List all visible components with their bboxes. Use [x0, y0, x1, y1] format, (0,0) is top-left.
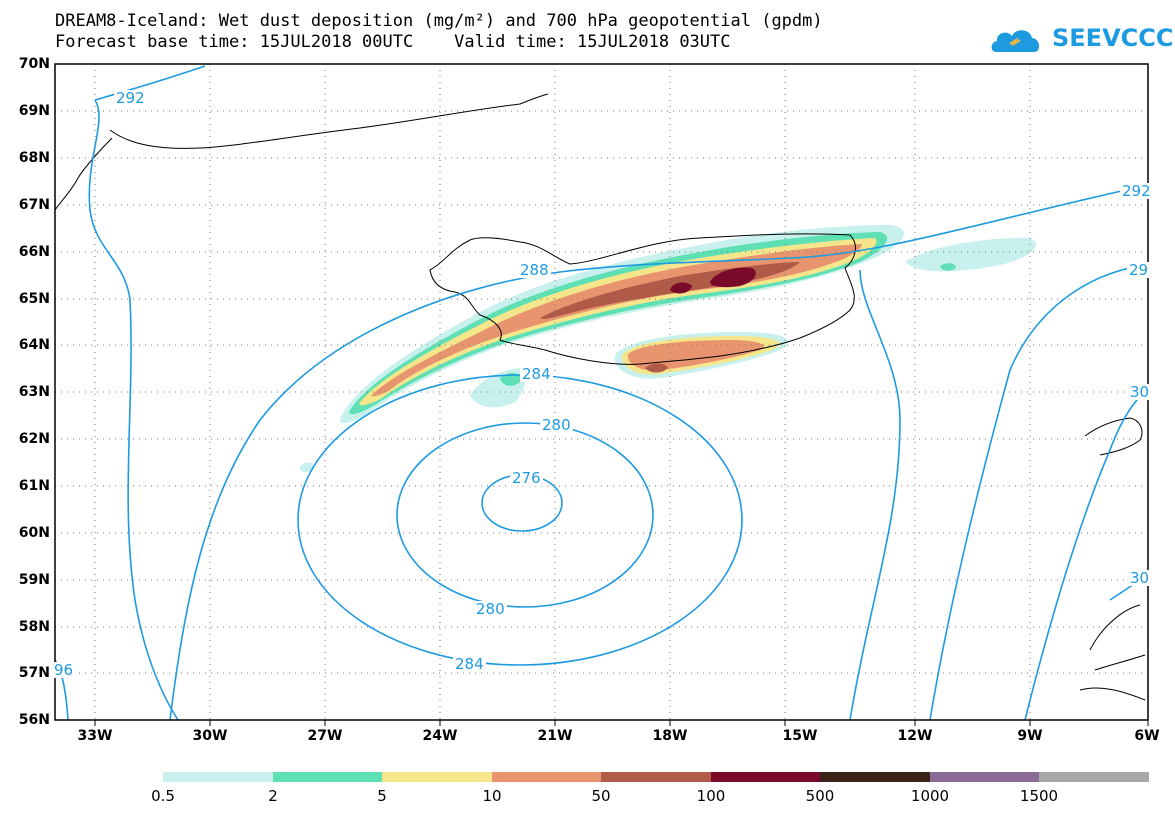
graticule — [55, 64, 1148, 720]
lat-label: 66N — [18, 244, 50, 260]
lon-label: 9W — [1017, 728, 1043, 744]
contour-label: 292 — [1120, 182, 1153, 200]
lon-label: 15W — [782, 728, 818, 744]
axis-ticks — [94, 720, 1149, 726]
lat-label: 59N — [18, 572, 50, 588]
colorbar-label: 1500 — [1019, 787, 1059, 805]
colorbar-segment — [929, 772, 1039, 782]
colorbar-segment — [820, 772, 930, 782]
lon-label: 18W — [652, 728, 688, 744]
lat-label: 57N — [18, 665, 50, 681]
geopotential-contours — [54, 65, 1149, 721]
lat-label: 69N — [18, 103, 50, 119]
colorbar-label: 50 — [591, 787, 611, 805]
colorbar-segment — [1039, 772, 1149, 782]
contour-label: 280 — [474, 600, 507, 618]
lat-label: 60N — [18, 525, 50, 541]
colorbar-segment — [163, 772, 273, 782]
lat-label: 62N — [18, 431, 50, 447]
dust-deposition-shading — [299, 225, 1036, 473]
cloud-logo-icon — [991, 30, 1040, 52]
lat-label: 61N — [18, 478, 50, 494]
lon-label: 21W — [537, 728, 573, 744]
colorbar-label: 500 — [805, 787, 835, 805]
colorbar-label: 5 — [377, 787, 387, 805]
lat-label: 63N — [18, 384, 50, 400]
lon-label: 33W — [77, 728, 113, 744]
lat-label: 65N — [18, 291, 50, 307]
contour-label: 292 — [114, 89, 147, 107]
colorbar-label: 1000 — [910, 787, 950, 805]
logo-text: SEEVCCC — [1052, 24, 1174, 52]
colorbar-segment — [710, 772, 820, 782]
lon-label: 12W — [897, 728, 933, 744]
colorbar — [163, 772, 1149, 782]
lat-label: 68N — [18, 150, 50, 166]
coastlines — [54, 93, 1146, 701]
colorbar-segment — [382, 772, 492, 782]
contour-label: 29 — [1127, 261, 1151, 279]
colorbar-label: 10 — [482, 787, 502, 805]
contour-label: 288 — [518, 261, 551, 279]
lat-label: 67N — [18, 197, 50, 213]
colorbar-segment — [272, 772, 382, 782]
contour-label: 30 — [1128, 383, 1152, 401]
map-subtitle: Forecast base time: 15JUL2018 00UTC Vali… — [55, 32, 731, 52]
map-title: DREAM8-Iceland: Wet dust deposition (mg/… — [55, 11, 823, 31]
colorbar-label: 100 — [696, 787, 726, 805]
lat-label: 64N — [18, 337, 50, 353]
contour-label: 280 — [540, 416, 573, 434]
lon-label: 27W — [307, 728, 343, 744]
lat-label: 70N — [18, 56, 50, 72]
contour-label: 276 — [510, 469, 543, 487]
contour-label: 284 — [453, 655, 486, 673]
colorbar-segment — [601, 772, 711, 782]
lon-label: 30W — [192, 728, 228, 744]
lon-label: 24W — [422, 728, 458, 744]
colorbar-label: 0.5 — [151, 787, 175, 805]
contour-label: 30 — [1128, 569, 1152, 587]
lat-label: 56N — [18, 712, 50, 728]
colorbar-label: 2 — [268, 787, 278, 805]
colorbar-segment — [491, 772, 601, 782]
lat-label: 58N — [18, 619, 50, 635]
contour-label: 284 — [520, 365, 553, 383]
lon-label: 6W — [1134, 728, 1160, 744]
contour-label: 96 — [52, 661, 76, 679]
